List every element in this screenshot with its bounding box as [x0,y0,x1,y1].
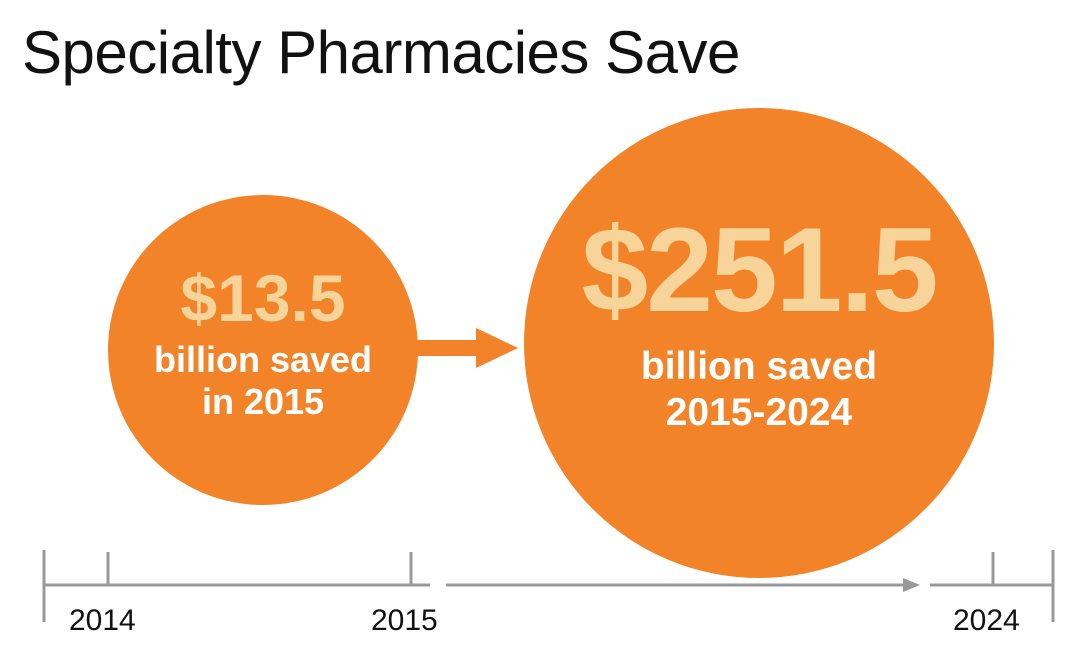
timeline-label-2024: 2024 [953,604,1020,637]
savings-2015-2024-amount: $251.5 [581,202,938,337]
connector-arrow [410,328,518,368]
savings-2015-2024-line2: 2015-2024 [665,391,853,434]
timeline-axis [42,550,1055,622]
savings-2015-line1: billion saved [153,338,373,380]
timeline-arrowhead [903,578,920,592]
savings-2015-2024-line1: billion saved [640,344,878,388]
savings-2015-circle: $13.5 billion saved in 2015 [108,195,418,505]
savings-2015-line2: in 2015 [201,381,325,422]
page-title: Specialty Pharmacies Save [22,19,740,86]
timeline-label-2014: 2014 [69,604,136,637]
savings-2015-amount: $13.5 [180,260,346,335]
timeline-label-2015: 2015 [371,604,438,637]
savings-2015-2024-circle: $251.5 billion saved 2015-2024 [524,108,994,578]
